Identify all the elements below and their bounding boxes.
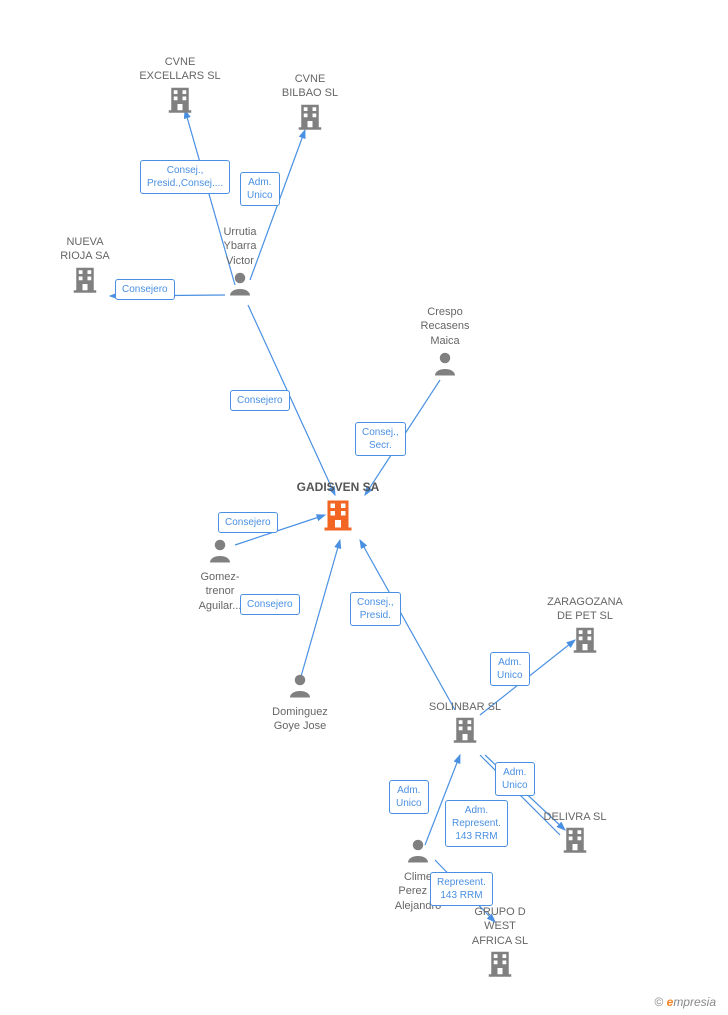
node-label: Urrutia Ybarra Victor <box>195 225 285 268</box>
node-label: Crespo Recasens Maica <box>400 305 490 348</box>
building-icon <box>165 84 195 114</box>
node-gadisven[interactable]: GADISVEN SA <box>293 480 383 537</box>
node-label: ZARAGOZANA DE PET SL <box>540 595 630 624</box>
edge-label: Adm. Unico <box>389 780 429 814</box>
node-urrutia[interactable]: Urrutia Ybarra Victor <box>195 225 285 303</box>
edge-label: Consej., Presid.,Consej.... <box>140 160 230 194</box>
building-icon <box>295 101 325 131</box>
node-label: NUEVA RIOJA SA <box>40 235 130 264</box>
copyright-symbol: © <box>654 995 663 1009</box>
edge-label: Adm. Unico <box>240 172 280 206</box>
building-icon <box>485 948 515 978</box>
edge-label: Consejero <box>218 512 278 533</box>
edge-label: Adm. Represent. 143 RRM <box>445 800 508 847</box>
node-cvne_bilbao[interactable]: CVNE BILBAO SL <box>265 72 355 136</box>
node-label: GRUPO D WEST AFRICA SL <box>455 905 545 948</box>
edge-label: Adm. Unico <box>495 762 535 796</box>
edge-label: Adm. Unico <box>490 652 530 686</box>
edge-label: Consejero <box>115 279 175 300</box>
node-label: Dominguez Goye Jose <box>255 705 345 734</box>
brand-rest: mpresia <box>673 995 716 1009</box>
edge-label: Consejero <box>240 594 300 615</box>
node-label: GADISVEN SA <box>293 480 383 496</box>
person-icon <box>225 268 255 298</box>
node-label: CVNE EXCELLARS SL <box>135 55 225 84</box>
building-icon <box>70 264 100 294</box>
node-grupo_d[interactable]: GRUPO D WEST AFRICA SL <box>455 905 545 983</box>
person-icon <box>205 535 235 565</box>
building-icon <box>450 714 480 744</box>
person-icon <box>285 670 315 700</box>
building-icon <box>320 496 356 532</box>
edge-label: Represent. 143 RRM <box>430 872 493 906</box>
node-label: SOLINBAR SL <box>420 700 510 714</box>
edge-label: Consej., Presid. <box>350 592 401 626</box>
node-label: DELIVRA SL <box>530 810 620 824</box>
edge-label: Consejero <box>230 390 290 411</box>
node-crespo[interactable]: Crespo Recasens Maica <box>400 305 490 383</box>
footer-credit: © empresia <box>654 995 716 1009</box>
edge-label: Consej., Secr. <box>355 422 406 456</box>
person-icon <box>430 348 460 378</box>
node-zaragozana[interactable]: ZARAGOZANA DE PET SL <box>540 595 630 659</box>
edge-line <box>300 540 340 680</box>
node-delivra[interactable]: DELIVRA SL <box>530 810 620 859</box>
node-label: CVNE BILBAO SL <box>265 72 355 101</box>
node-solinbar[interactable]: SOLINBAR SL <box>420 700 510 749</box>
diagram-canvas: GADISVEN SA CVNE EXCELLARS SL CVNE BILBA… <box>0 0 728 1015</box>
node-dominguez[interactable]: Dominguez Goye Jose <box>255 670 345 734</box>
building-icon <box>560 824 590 854</box>
person-icon <box>403 835 433 865</box>
node-cvne_excellars[interactable]: CVNE EXCELLARS SL <box>135 55 225 119</box>
building-icon <box>570 624 600 654</box>
